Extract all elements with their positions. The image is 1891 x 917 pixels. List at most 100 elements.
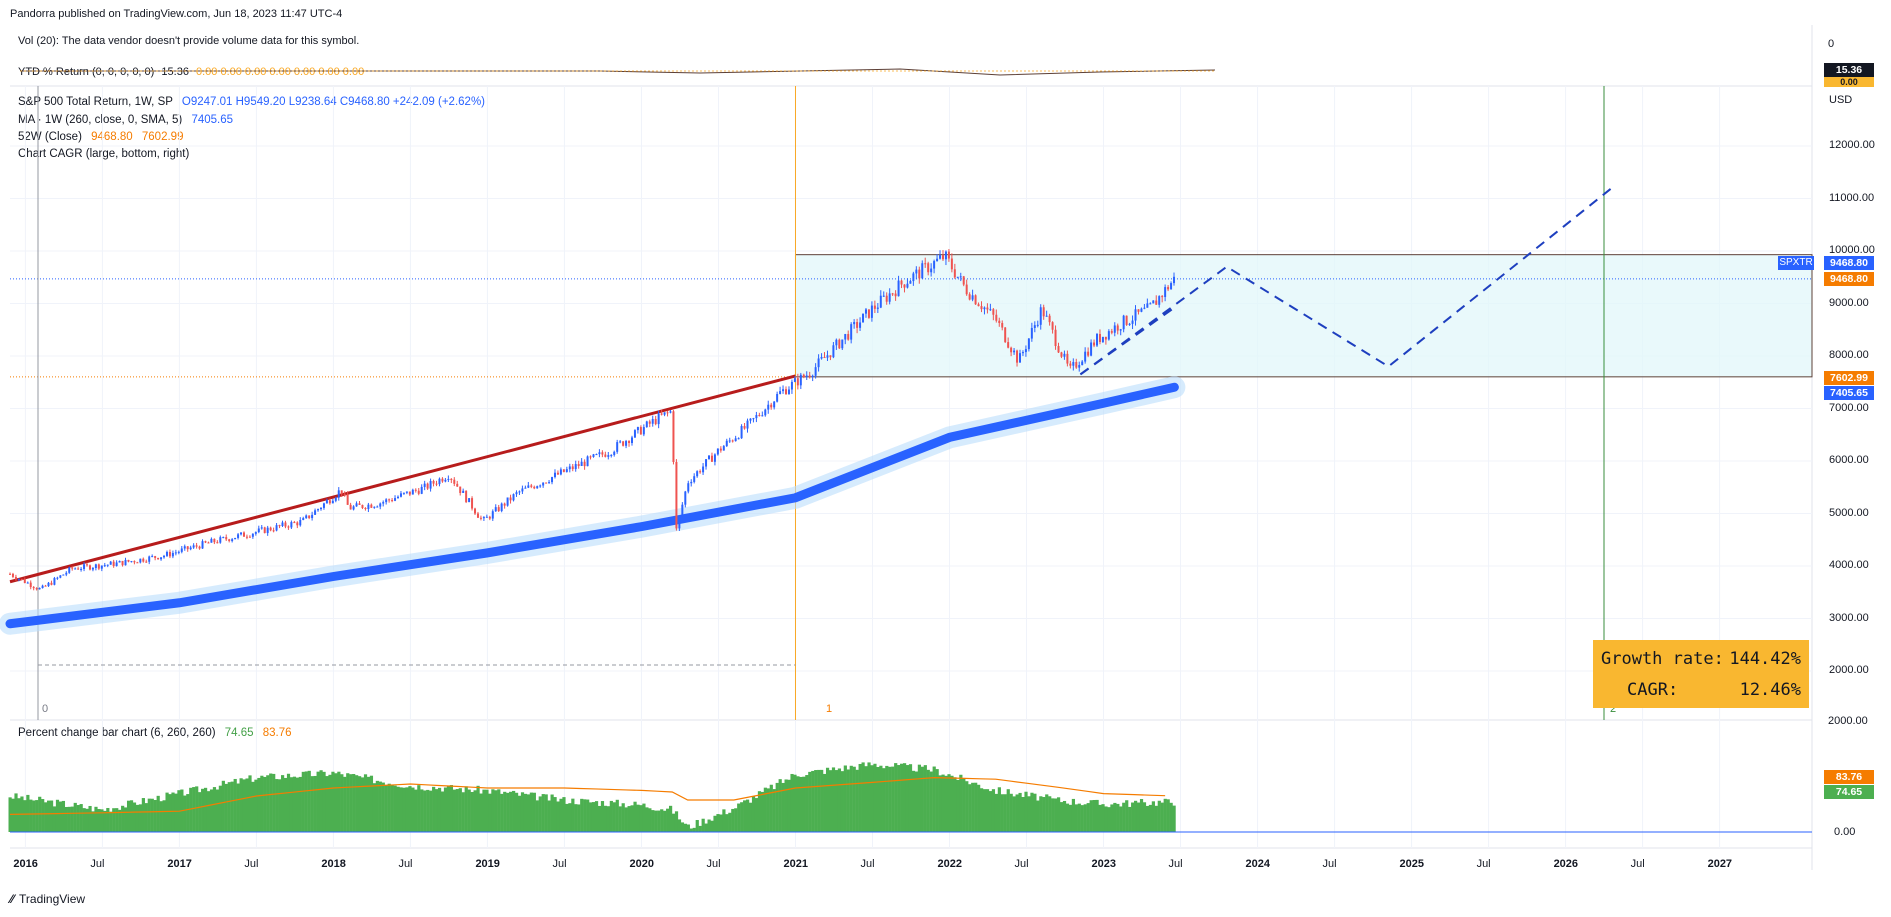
candle-body [160,557,163,560]
candle-body [290,522,293,528]
pct-bar [988,791,993,832]
pct-bar [568,803,572,832]
pct-bar [556,801,560,832]
pct-bar [814,770,818,832]
pct-bar [44,802,48,832]
candle-body [62,574,65,576]
candle-body [509,497,512,501]
candle-body [71,567,74,569]
pct-bar [73,802,77,832]
pct-bar [1027,796,1031,832]
candle-body [782,389,785,392]
candle-body [198,546,201,549]
pct-bar [183,795,187,832]
candle-body [731,440,734,442]
candle-body [100,565,103,569]
candle-body [681,504,684,516]
candle-body [88,565,91,570]
pct-bar [227,782,231,832]
pct-bar [1092,799,1096,832]
candle-body [616,442,619,452]
candle-body [38,588,41,590]
pct-bar [55,799,60,832]
price-tick-label: 10000.00 [1829,244,1875,256]
time-tick-label: 2027 [1707,858,1733,870]
candle-body [465,490,468,503]
candle-body [272,530,275,532]
pct-bar [1009,793,1013,832]
candle-body [903,284,906,288]
candle-body [497,507,500,512]
candle-body [163,555,166,558]
pct-bar [541,794,545,832]
pct-bar [825,767,830,832]
price-tick-label: 12000.00 [1829,139,1875,151]
time-tick-label: 2022 [937,858,962,870]
candle-body [1066,353,1069,364]
candle-body [787,389,790,395]
pct-bar [402,787,406,832]
pct-bar [751,796,756,832]
pct-bar [517,795,522,832]
candle-body [435,483,438,485]
pct-bar [233,778,237,832]
candle-body [391,500,394,502]
pct-bar [236,783,240,832]
pct-bar [260,775,264,832]
pct-bar [147,798,151,832]
candle-body [645,421,648,428]
pct-bar [843,765,847,832]
projection-path [1079,187,1613,376]
candle-body [533,486,536,489]
time-tick-label: 2020 [629,858,654,870]
candle-body [240,532,243,535]
pct-bar [876,766,880,832]
candle-body [577,464,580,467]
pct-bar [1163,798,1167,832]
candle-body [157,557,160,560]
pct-bar [823,773,827,832]
pct-bar [772,789,776,832]
candle-body [592,454,595,457]
marker-1: 1 [826,703,833,715]
candle-body [177,551,180,553]
pct-bar [58,801,63,832]
pct-bar [817,769,821,832]
candle-body [811,375,814,377]
candle-body [915,269,918,274]
pct-bar [79,804,83,832]
pct-bar [1098,804,1102,832]
pct-bar [852,766,856,832]
candle-body [823,357,826,359]
pct-bar [192,787,196,832]
candle-body [1090,342,1093,356]
pct-bar [14,793,18,832]
pct-bar [544,794,548,832]
candle-body [281,522,284,526]
candle-body [23,579,26,583]
pct-bar [289,777,294,832]
candle-body [468,498,471,503]
candle-body [80,568,83,570]
candle-body [767,404,770,410]
candle-body [808,375,811,377]
pct-bar [929,771,933,832]
pct-bar [660,809,664,832]
candle-body [343,494,346,496]
pct-bar [325,776,329,832]
candle-body [844,334,847,340]
candle-body [1024,349,1027,353]
pct-bar [1083,804,1087,832]
pct-bar [278,779,282,832]
pct-bar [855,769,859,832]
candle-body [83,564,86,569]
candle-body [651,419,654,424]
candle-body [512,494,515,501]
growth-label: Growth rate: [1601,649,1724,669]
candle-body [530,485,533,487]
pct-bar [64,806,68,832]
candle-body [234,537,237,540]
pct-bar [375,780,379,832]
candle-body [1051,322,1054,330]
